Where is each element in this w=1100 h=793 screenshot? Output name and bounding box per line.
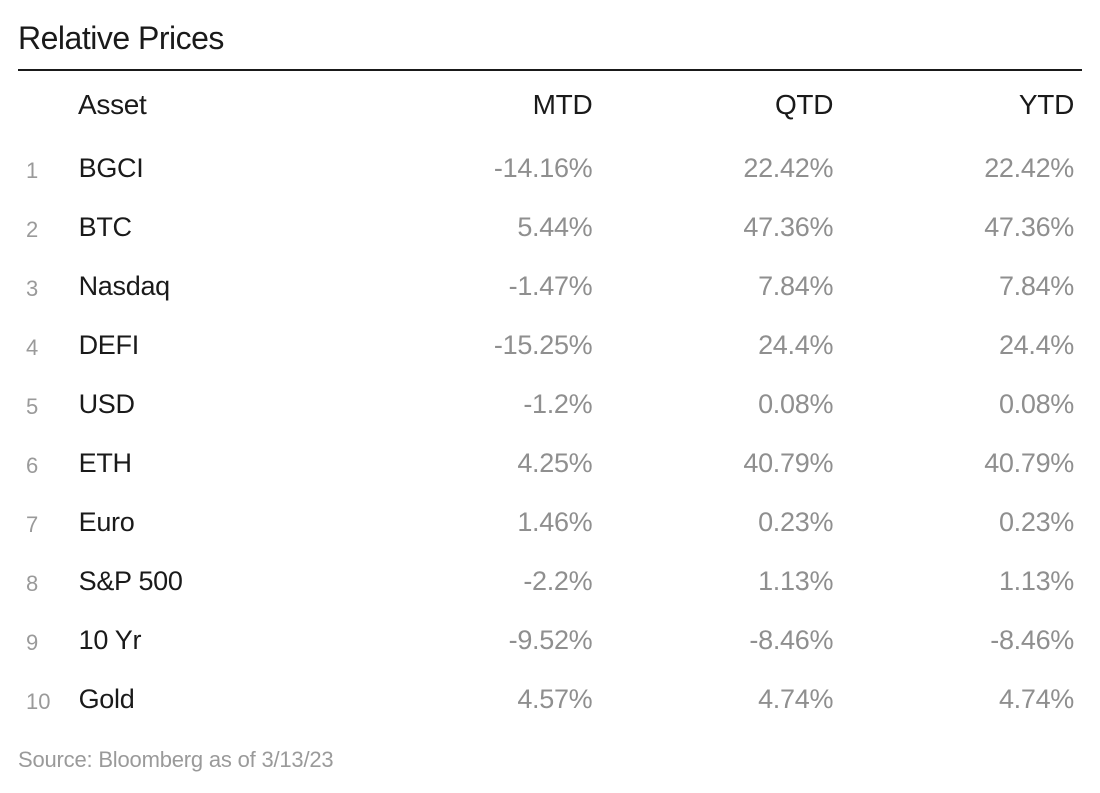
table-row: 7Euro1.46%0.23%0.23% xyxy=(18,493,1082,552)
col-header-qtd: QTD xyxy=(600,79,841,139)
mtd-value: 4.25% xyxy=(360,434,601,493)
table-row: 5USD-1.2%0.08%0.08% xyxy=(18,375,1082,434)
asset-name: ETH xyxy=(59,434,360,493)
mtd-value: 1.46% xyxy=(360,493,601,552)
col-header-asset: Asset xyxy=(18,79,360,139)
table-row: 8S&P 500-2.2%1.13%1.13% xyxy=(18,552,1082,611)
row-index: 1 xyxy=(18,139,59,198)
mtd-value: -9.52% xyxy=(360,611,601,670)
row-index: 10 xyxy=(18,670,59,729)
row-index: 7 xyxy=(18,493,59,552)
mtd-value: -15.25% xyxy=(360,316,601,375)
row-index: 5 xyxy=(18,375,59,434)
asset-name: S&P 500 xyxy=(59,552,360,611)
ytd-value: 40.79% xyxy=(841,434,1082,493)
qtd-value: 4.74% xyxy=(600,670,841,729)
qtd-value: -8.46% xyxy=(600,611,841,670)
mtd-value: -14.16% xyxy=(360,139,601,198)
row-index: 3 xyxy=(18,257,59,316)
mtd-value: -1.2% xyxy=(360,375,601,434)
table-row: 2BTC5.44%47.36%47.36% xyxy=(18,198,1082,257)
ytd-value: 7.84% xyxy=(841,257,1082,316)
ytd-value: 1.13% xyxy=(841,552,1082,611)
qtd-value: 40.79% xyxy=(600,434,841,493)
asset-name: DEFI xyxy=(59,316,360,375)
qtd-value: 7.84% xyxy=(600,257,841,316)
qtd-value: 0.23% xyxy=(600,493,841,552)
asset-name: Gold xyxy=(59,670,360,729)
asset-name: 10 Yr xyxy=(59,611,360,670)
ytd-value: 47.36% xyxy=(841,198,1082,257)
qtd-value: 22.42% xyxy=(600,139,841,198)
ytd-value: -8.46% xyxy=(841,611,1082,670)
row-index: 2 xyxy=(18,198,59,257)
qtd-value: 0.08% xyxy=(600,375,841,434)
mtd-value: 5.44% xyxy=(360,198,601,257)
col-header-ytd: YTD xyxy=(841,79,1082,139)
table-row: 4DEFI-15.25%24.4%24.4% xyxy=(18,316,1082,375)
table-row: 910 Yr-9.52%-8.46%-8.46% xyxy=(18,611,1082,670)
row-index: 6 xyxy=(18,434,59,493)
asset-name: BGCI xyxy=(59,139,360,198)
row-index: 4 xyxy=(18,316,59,375)
mtd-value: -2.2% xyxy=(360,552,601,611)
asset-name: Nasdaq xyxy=(59,257,360,316)
asset-name: Euro xyxy=(59,493,360,552)
table-row: 6ETH4.25%40.79%40.79% xyxy=(18,434,1082,493)
title-divider xyxy=(18,69,1082,71)
qtd-value: 24.4% xyxy=(600,316,841,375)
qtd-value: 47.36% xyxy=(600,198,841,257)
row-index: 8 xyxy=(18,552,59,611)
table-row: 10Gold4.57%4.74%4.74% xyxy=(18,670,1082,729)
table-header-row: Asset MTD QTD YTD xyxy=(18,79,1082,139)
prices-table: Asset MTD QTD YTD 1BGCI-14.16%22.42%22.4… xyxy=(18,79,1082,729)
source-text: Source: Bloomberg as of 3/13/23 xyxy=(18,747,1082,773)
col-header-mtd: MTD xyxy=(360,79,601,139)
asset-name: USD xyxy=(59,375,360,434)
mtd-value: 4.57% xyxy=(360,670,601,729)
table-row: 3Nasdaq-1.47%7.84%7.84% xyxy=(18,257,1082,316)
row-index: 9 xyxy=(18,611,59,670)
ytd-value: 22.42% xyxy=(841,139,1082,198)
qtd-value: 1.13% xyxy=(600,552,841,611)
table-row: 1BGCI-14.16%22.42%22.42% xyxy=(18,139,1082,198)
asset-name: BTC xyxy=(59,198,360,257)
page-title: Relative Prices xyxy=(18,20,1082,57)
ytd-value: 24.4% xyxy=(841,316,1082,375)
ytd-value: 0.23% xyxy=(841,493,1082,552)
ytd-value: 0.08% xyxy=(841,375,1082,434)
ytd-value: 4.74% xyxy=(841,670,1082,729)
mtd-value: -1.47% xyxy=(360,257,601,316)
